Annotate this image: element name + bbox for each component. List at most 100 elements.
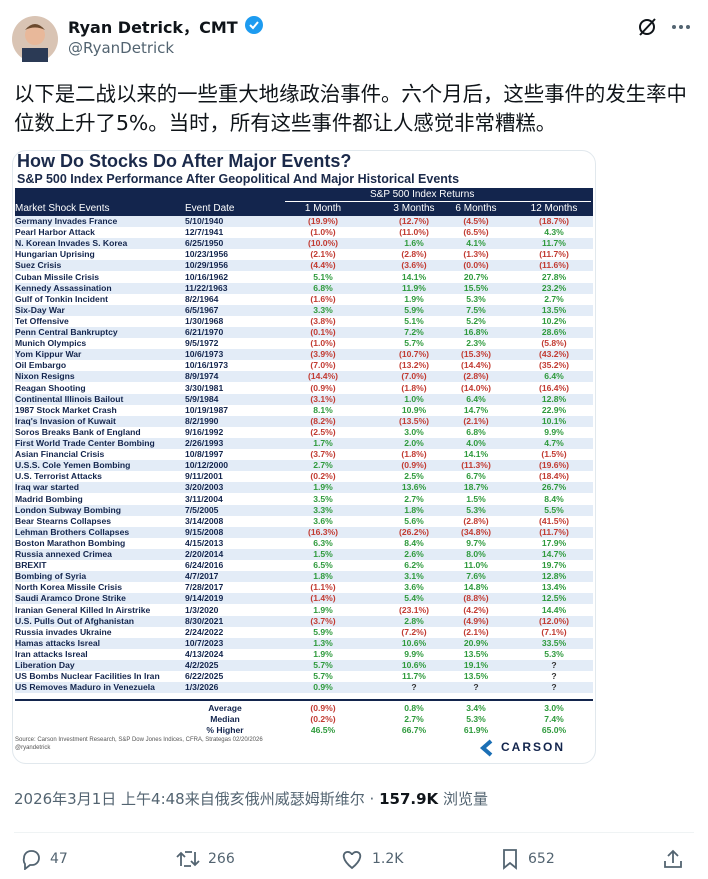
table-row bbox=[15, 271, 593, 283]
source-handle: @ryandetrick bbox=[15, 745, 51, 751]
source-note: Source: Carson Investment Research, S&P … bbox=[15, 737, 263, 743]
return-cell: (34.8%) bbox=[460, 526, 492, 537]
return-cell: (16.3%) bbox=[307, 526, 339, 537]
return-cell: 5.9% bbox=[313, 626, 333, 637]
like-icon bbox=[342, 851, 362, 870]
grok-icon[interactable] bbox=[636, 16, 658, 38]
summary-value: (0.9%) bbox=[310, 703, 336, 713]
table-row bbox=[15, 537, 593, 549]
event-name: 1987 Stock Market Crash bbox=[15, 404, 117, 415]
return-cell: ? bbox=[551, 682, 557, 693]
event-date: 3/14/2008 bbox=[185, 515, 224, 526]
column-header: 1 Month bbox=[304, 203, 342, 214]
column-header: 6 Months bbox=[455, 203, 497, 214]
handle[interactable]: @RyanDetrick bbox=[68, 39, 175, 57]
event-date: 4/13/2024 bbox=[185, 648, 224, 659]
event-date: 3/20/2003 bbox=[185, 482, 224, 493]
return-cell: 1.5% bbox=[313, 549, 333, 559]
table-subtitle: S&P 500 Index Performance After Geopolit… bbox=[17, 172, 460, 186]
event-name: Liberation Day bbox=[15, 660, 75, 670]
event-name: Nixon Resigns bbox=[15, 371, 75, 382]
return-cell: (1.0%) bbox=[310, 338, 336, 349]
event-name: Boston Marathon Bombing bbox=[15, 537, 126, 548]
bookmark-count: 652 bbox=[528, 851, 555, 867]
table-row bbox=[15, 637, 593, 649]
return-cell: (16.4%) bbox=[538, 382, 570, 393]
like-button[interactable]: 1.2K bbox=[340, 846, 403, 872]
return-cell: 7.6% bbox=[466, 571, 486, 582]
return-cell: 14.7% bbox=[541, 549, 567, 559]
return-cell: (3.9%) bbox=[310, 349, 336, 360]
return-cell: (0.9%) bbox=[401, 460, 427, 471]
event-date: 4/15/2013 bbox=[185, 537, 224, 548]
return-cell: (7.1%) bbox=[541, 626, 567, 637]
return-cell: (12.7%) bbox=[398, 216, 430, 226]
summary-label: Average bbox=[208, 703, 242, 713]
return-cell: 10.6% bbox=[401, 637, 427, 648]
retweet-button[interactable]: 266 bbox=[176, 846, 235, 872]
return-cell: 3.6% bbox=[313, 515, 333, 526]
return-cell: (7.0%) bbox=[401, 371, 427, 382]
event-date: 6/24/2016 bbox=[185, 560, 224, 571]
more-icon[interactable] bbox=[670, 16, 692, 38]
return-cell: 2.3% bbox=[466, 338, 486, 349]
return-cell: 11.9% bbox=[402, 282, 426, 293]
event-date: 10/29/1956 bbox=[185, 260, 229, 271]
return-cell: 0.9% bbox=[313, 682, 333, 693]
bookmark-button[interactable]: 652 bbox=[500, 846, 555, 872]
event-name: Penn Central Bankruptcy bbox=[15, 327, 118, 337]
share-button[interactable] bbox=[662, 846, 684, 872]
return-cell: 2.7% bbox=[544, 293, 564, 304]
return-cell: 5.7% bbox=[313, 671, 333, 682]
return-cell: 6.8% bbox=[466, 426, 486, 437]
return-cell: 3.6% bbox=[404, 582, 424, 593]
return-cell: 13.6% bbox=[401, 482, 427, 493]
event-name: Cuban Missile Crisis bbox=[15, 271, 100, 282]
table-row bbox=[15, 460, 593, 472]
return-cell: 10.2% bbox=[541, 315, 567, 326]
event-date: 10/19/1987 bbox=[185, 404, 229, 415]
event-name: Continental Illinois Bailout bbox=[15, 393, 124, 404]
return-cell: 15.5% bbox=[463, 282, 489, 293]
return-cell: (12.0%) bbox=[538, 615, 570, 626]
event-name: Pearl Harbor Attack bbox=[15, 227, 95, 238]
return-cell: 10.6% bbox=[401, 660, 427, 670]
event-name: Hamas attacks Isreal bbox=[15, 637, 101, 648]
event-date: 6/22/2025 bbox=[185, 671, 224, 682]
event-name: North Korea Missile Crisis bbox=[15, 582, 122, 593]
return-cell: (0.9%) bbox=[310, 382, 336, 393]
return-cell: 6.5% bbox=[313, 560, 333, 571]
event-name: U.S. Terrorist Attacks bbox=[15, 471, 102, 482]
event-name: U.S.S. Cole Yemen Bombing bbox=[15, 460, 131, 471]
return-cell: 11.7% bbox=[542, 238, 566, 249]
chart-image[interactable]: How Do Stocks Do After Major Events? S&P… bbox=[12, 150, 596, 764]
return-cell: 33.5% bbox=[541, 637, 567, 648]
event-date: 9/11/2001 bbox=[185, 471, 223, 482]
timestamp[interactable]: 2026年3月1日 上午4:48 bbox=[14, 790, 185, 808]
reply-button[interactable]: 47 bbox=[20, 846, 68, 872]
event-date: 9/14/2019 bbox=[185, 593, 224, 604]
return-cell: 9.9% bbox=[544, 426, 564, 437]
event-name: N. Korean Invades S. Korea bbox=[15, 238, 128, 249]
event-name: Yom Kippur War bbox=[15, 349, 82, 360]
event-date: 3/11/2004 bbox=[185, 493, 223, 504]
avatar[interactable] bbox=[12, 16, 58, 62]
table-row bbox=[15, 515, 593, 527]
event-name: Madrid Bombing bbox=[15, 493, 83, 504]
event-date: 11/22/1963 bbox=[185, 282, 228, 293]
return-cell: 4.3% bbox=[544, 227, 564, 238]
return-cell: 5.1% bbox=[313, 271, 333, 282]
return-cell: 5.2% bbox=[466, 315, 486, 326]
table-row bbox=[15, 426, 593, 438]
display-name[interactable]: Ryan Detrick，CMT bbox=[68, 18, 238, 37]
event-date: 2/26/1993 bbox=[185, 438, 224, 448]
event-date: 10/8/1997 bbox=[185, 449, 224, 460]
retweet-icon bbox=[176, 851, 200, 867]
return-cell: 22.9% bbox=[541, 404, 567, 415]
summary-value: (0.2%) bbox=[310, 714, 336, 725]
return-cell: (1.1%) bbox=[310, 582, 336, 593]
event-date: 8/9/1974 bbox=[185, 371, 219, 382]
table-row bbox=[15, 482, 593, 494]
return-cell: 9.9% bbox=[404, 648, 424, 659]
return-cell: (3.7%) bbox=[310, 449, 336, 460]
